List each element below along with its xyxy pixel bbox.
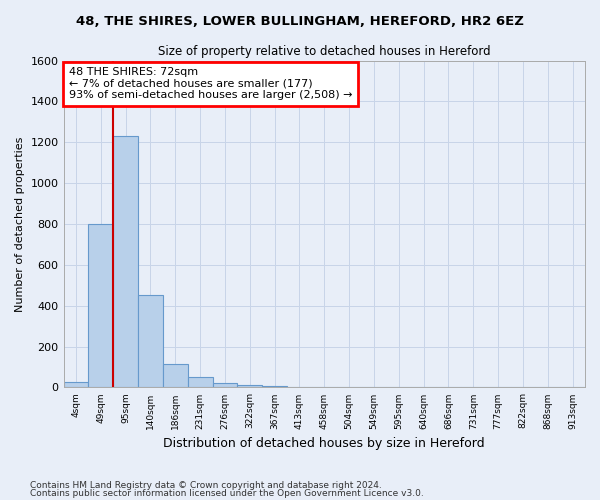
Title: Size of property relative to detached houses in Hereford: Size of property relative to detached ho… [158, 45, 491, 58]
Text: 48 THE SHIRES: 72sqm
← 7% of detached houses are smaller (177)
93% of semi-detac: 48 THE SHIRES: 72sqm ← 7% of detached ho… [69, 67, 352, 100]
Bar [64, 382, 88, 388]
Text: Contains public sector information licensed under the Open Government Licence v3: Contains public sector information licen… [30, 489, 424, 498]
Y-axis label: Number of detached properties: Number of detached properties [15, 136, 25, 312]
Text: Contains HM Land Registry data © Crown copyright and database right 2024.: Contains HM Land Registry data © Crown c… [30, 480, 382, 490]
X-axis label: Distribution of detached houses by size in Hereford: Distribution of detached houses by size … [163, 437, 485, 450]
Text: 48, THE SHIRES, LOWER BULLINGHAM, HEREFORD, HR2 6EZ: 48, THE SHIRES, LOWER BULLINGHAM, HEREFO… [76, 15, 524, 28]
Bar [138, 296, 163, 388]
Bar [163, 364, 188, 388]
Bar [113, 136, 138, 388]
Bar [212, 384, 238, 388]
Bar [188, 377, 212, 388]
Bar [88, 224, 113, 388]
Bar [238, 386, 262, 388]
Bar [262, 386, 287, 388]
